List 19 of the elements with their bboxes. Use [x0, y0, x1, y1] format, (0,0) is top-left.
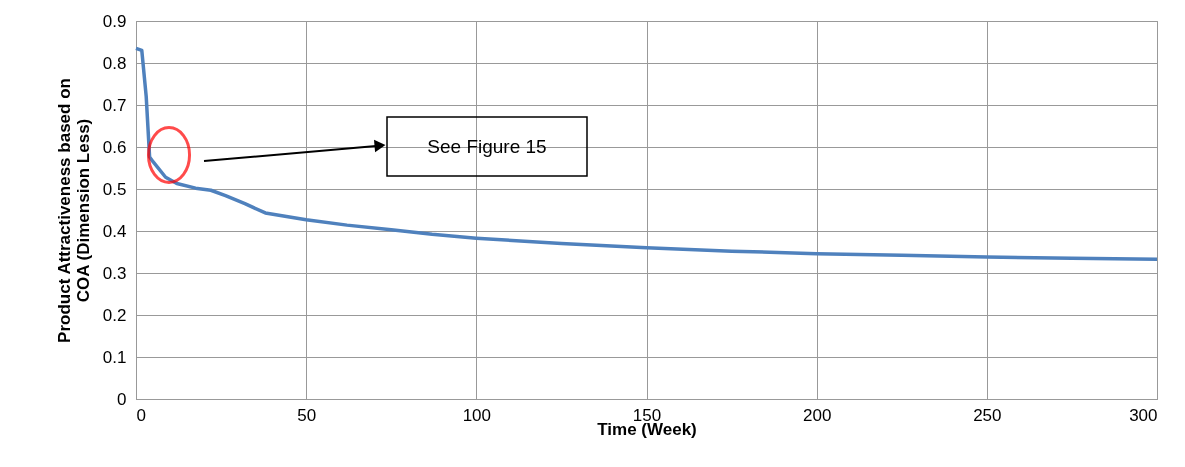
y-tick-label: 0.4 [102, 221, 127, 241]
y-tick-label: 0.2 [102, 305, 127, 325]
y-tick-label: 0.9 [102, 11, 127, 31]
y-tick-label: 0.5 [102, 179, 127, 199]
y-tick-label: 0 [117, 389, 127, 409]
y-axis-title: Product Attractiveness based on COA (Dimension Less) [54, 78, 93, 343]
x-tick-label: 100 [462, 405, 492, 425]
x-tick-label: 200 [802, 405, 832, 425]
y-tick-label: 0.8 [102, 53, 127, 73]
annotation: See Figure 15 [427, 136, 547, 157]
line-series [134, 46, 1159, 261]
y-tick-label: 0.3 [102, 263, 127, 283]
x-tick-label: 0 [136, 405, 146, 425]
y-tick-label: 0.6 [102, 137, 127, 157]
x-tick-label: 50 [297, 405, 317, 425]
y-tick-label: 0.1 [102, 347, 127, 367]
x-tick-label: 300 [1129, 405, 1158, 425]
x-tick-label: 250 [973, 405, 1002, 425]
y-tick-label: 0.7 [102, 95, 127, 115]
